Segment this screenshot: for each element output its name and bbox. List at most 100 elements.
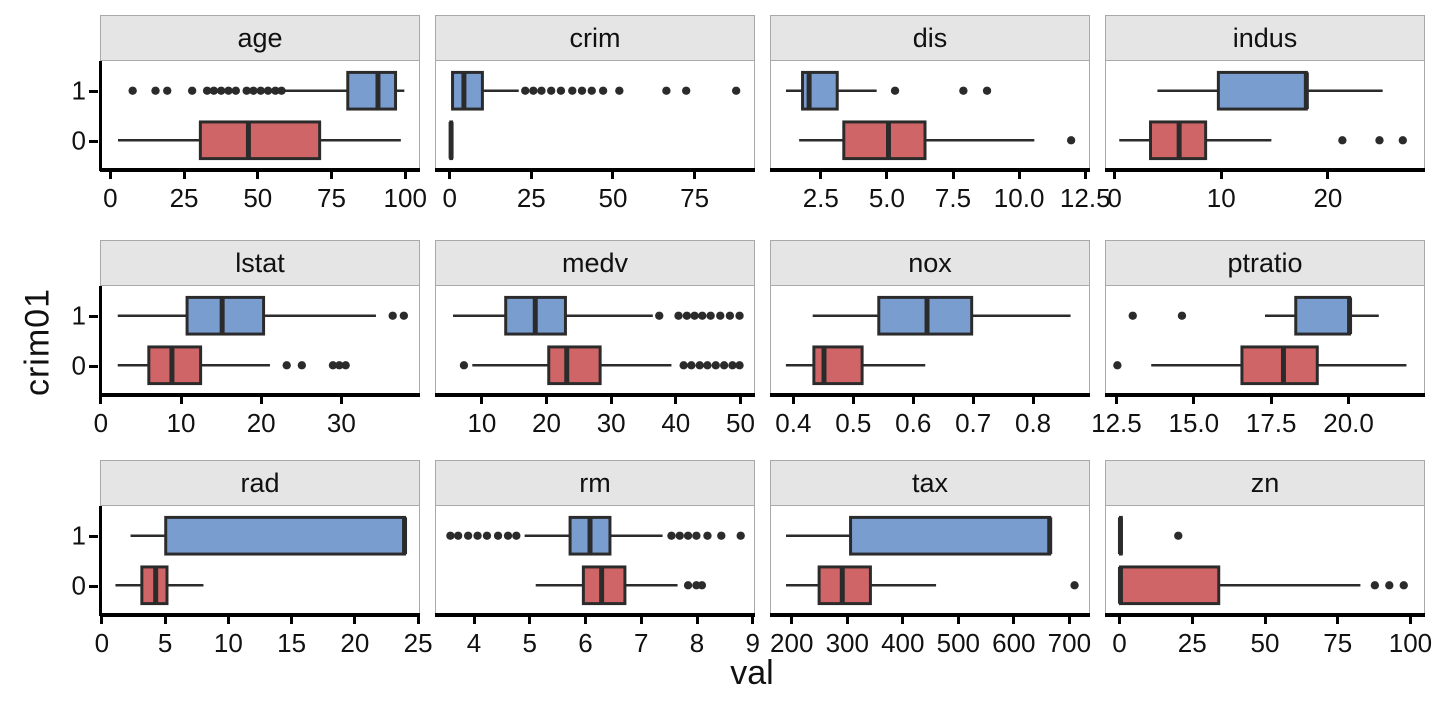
x-tick-label: 30 — [596, 408, 626, 438]
outlier-dot — [297, 361, 307, 370]
x-tick-label: 10 — [467, 408, 497, 438]
x-tick-label: 20 — [532, 408, 561, 438]
x-tick — [845, 616, 849, 624]
y-tick-label: 0 — [71, 570, 86, 601]
facet-dis: dis 2.5 5.0 7.5 10.0 12.5 — [770, 15, 1111, 225]
iqr-box — [842, 120, 927, 161]
outlier-dot — [615, 86, 624, 95]
x-tick — [695, 616, 699, 624]
x-tick — [353, 616, 357, 624]
x-axis-line — [435, 393, 755, 397]
facet-title: zn — [1250, 467, 1280, 498]
y-tick-label: 1 — [71, 300, 86, 331]
x-tick-label: 30 — [326, 408, 356, 438]
box-group-0 — [535, 565, 707, 606]
outlier-dot — [242, 86, 251, 95]
facet-panel — [100, 286, 420, 396]
x-tick — [751, 616, 755, 624]
outlier-dot — [683, 531, 693, 540]
facet-strip: ptratio — [1105, 240, 1425, 286]
iqr-box — [547, 345, 602, 386]
x-tick — [179, 396, 183, 404]
outlier-dot — [662, 86, 671, 95]
x-axis-line — [770, 168, 1090, 172]
y-tick — [89, 139, 98, 143]
y-axis-line — [98, 506, 102, 616]
outlier-dot — [128, 86, 137, 95]
outlier-dot — [1370, 581, 1380, 590]
x-tick-label: 0 — [103, 183, 118, 213]
facet-strip: indus — [1105, 15, 1425, 61]
x-tick — [791, 396, 795, 404]
x-axis-line — [100, 613, 420, 617]
x-tick-label: 7 — [634, 628, 649, 658]
facet-indus: indus 0 10 20 — [1105, 15, 1425, 225]
x-tick — [416, 616, 420, 624]
facet-panel — [435, 61, 755, 171]
x-tick-label: 75 — [680, 183, 710, 213]
outlier-dot — [335, 361, 344, 370]
box-group-0 — [117, 345, 350, 386]
facet-strip: rad — [100, 460, 420, 506]
outlier-dot — [683, 581, 693, 590]
x-tick — [448, 171, 452, 179]
facet-panel — [1105, 286, 1425, 396]
facet-panel — [1105, 61, 1425, 171]
x-tick-label: 700 — [1047, 628, 1092, 658]
outlier-dot — [1066, 136, 1076, 145]
outlier-dot — [728, 361, 737, 370]
box-group-0 — [459, 345, 744, 386]
y-axis-line — [98, 61, 102, 171]
outlier-dot — [459, 361, 469, 370]
box-group-1 — [785, 70, 992, 111]
x-tick-label: 0 — [1112, 628, 1127, 658]
x-tick-label: 50 — [1250, 628, 1280, 658]
outlier-dot — [703, 531, 712, 540]
facet-title: crim — [569, 22, 621, 53]
outlier-dot — [282, 361, 291, 370]
x-axis-line — [770, 613, 1090, 617]
x-tick — [885, 171, 889, 179]
x-tick-label: 2.5 — [802, 183, 839, 213]
y-tick-label: 0 — [71, 125, 86, 156]
box-group-0 — [1113, 345, 1407, 386]
box-group-1 — [812, 295, 1071, 336]
x-tick-label: 0 — [442, 183, 457, 213]
iqr-box — [1240, 345, 1319, 386]
iqr-box — [185, 295, 266, 336]
x-tick — [480, 396, 484, 404]
x-tick-label: 0.5 — [835, 408, 872, 438]
box-group-1 — [786, 515, 1053, 556]
x-tick-label: 12.5 — [1091, 408, 1142, 438]
iqr-box — [849, 515, 1052, 556]
facet-age: age 0 25 50 75 100 1 0 — [72, 15, 427, 225]
x-tick — [163, 616, 167, 624]
x-tick — [1083, 171, 1087, 179]
outlier-dot — [399, 311, 409, 320]
x-tick — [99, 396, 103, 404]
outlier-dot — [537, 86, 546, 95]
x-tick-label: 100 — [383, 183, 427, 213]
outlier-dot — [698, 311, 707, 320]
box-group-1 — [1117, 515, 1183, 556]
x-axis-line — [435, 613, 755, 617]
facet-rad: rad 0 5 10 15 20 25 1 0 — [72, 460, 433, 670]
outlier-dot — [453, 531, 463, 540]
x-tick — [1192, 396, 1196, 404]
facet-strip: dis — [770, 15, 1090, 61]
facet-title: tax — [911, 467, 949, 498]
outlier-dot — [187, 86, 197, 95]
box-group-0 — [448, 120, 454, 161]
iqr-box — [812, 345, 864, 386]
x-tick — [1017, 171, 1021, 179]
facet-rm: rm 4 5 6 7 8 9 — [435, 460, 760, 670]
outlier-dot — [224, 86, 233, 95]
x-tick — [108, 171, 112, 179]
facet-title: rm — [579, 467, 611, 498]
outlier-dot — [982, 86, 992, 95]
x-tick — [911, 396, 915, 404]
facet-panel — [770, 61, 1090, 171]
outlier-dot — [521, 86, 530, 95]
facet-panel — [100, 61, 420, 171]
outlier-dot — [1174, 531, 1183, 540]
